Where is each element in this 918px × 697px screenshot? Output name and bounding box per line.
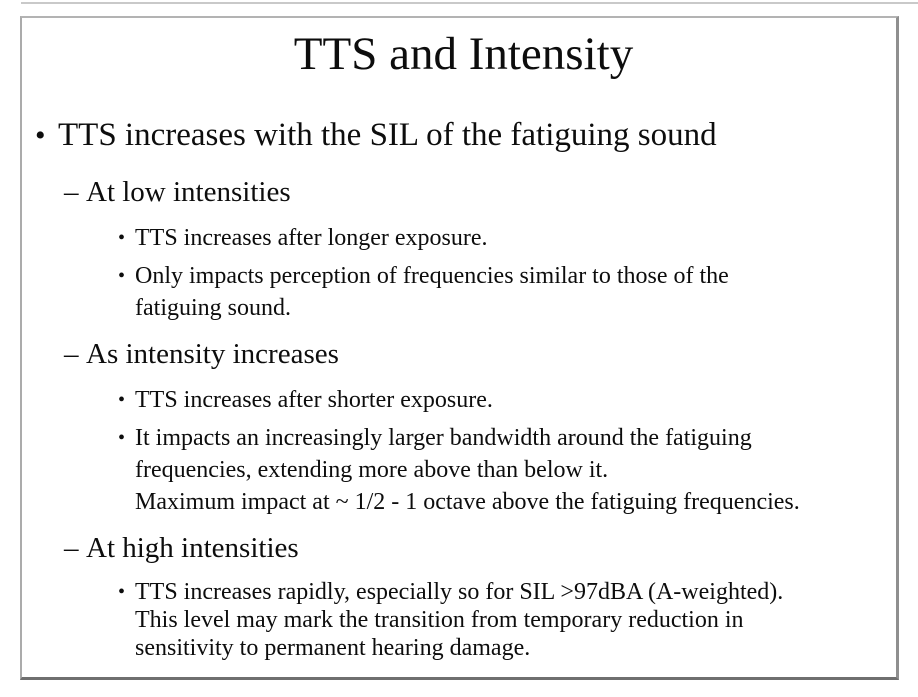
bullet-text: TTS increases rapidly, especially so for… (135, 579, 784, 661)
previous-slide-edge (21, 2, 918, 4)
bullet-level2-low-intensities: – At low intensities (64, 174, 892, 210)
dash-icon: – (64, 176, 79, 208)
slide: TTS and Intensity • TTS increases with t… (20, 16, 899, 680)
bullet-text: Only impacts perception of frequencies s… (135, 263, 729, 321)
bullet-level2-high-intensities: – At high intensities (64, 530, 892, 566)
bullet-text: At low intensities (86, 176, 291, 208)
bullet-text: At high intensities (86, 532, 299, 564)
bullet-text: It impacts an increasingly larger bandwi… (135, 425, 800, 515)
bullet-icon: • (118, 227, 126, 249)
bullet-level2-intensity-increases: – As intensity increases (64, 336, 892, 372)
bullet-text: TTS increases after longer exposure. (135, 225, 488, 251)
bullet-icon: • (118, 581, 126, 603)
bullet-level3: • It impacts an increasingly larger band… (118, 422, 892, 518)
slide-title: TTS and Intensity (293, 28, 634, 80)
dash-icon: – (64, 532, 79, 564)
bullet-icon: • (35, 119, 46, 152)
bullet-text: TTS increases after shorter exposure. (135, 387, 493, 413)
bullet-text: As intensity increases (86, 338, 339, 370)
bullet-text: TTS increases with the SIL of the fatigu… (58, 117, 717, 153)
bullet-level3: • TTS increases after shorter exposure. (118, 384, 892, 416)
bullet-icon: • (118, 427, 126, 449)
dash-icon: – (64, 338, 79, 370)
bullet-level1: • TTS increases with the SIL of the fati… (35, 115, 892, 156)
bullet-level3: • Only impacts perception of frequencies… (118, 260, 892, 324)
bullet-level3: • TTS increases rapidly, especially so f… (118, 578, 892, 662)
bullet-level3: • TTS increases after longer exposure. (118, 222, 892, 254)
bullet-icon: • (118, 265, 126, 287)
bullet-icon: • (118, 389, 126, 411)
